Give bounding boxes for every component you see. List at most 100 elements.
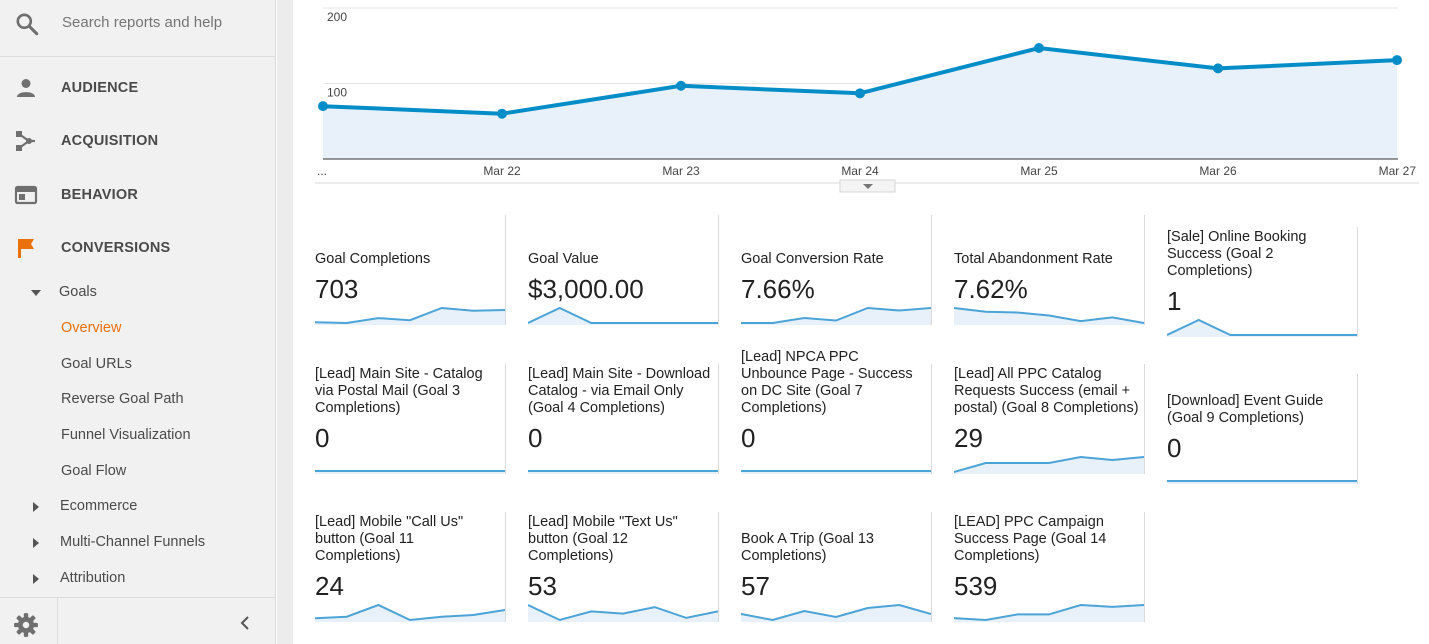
data-point[interactable] [1034,43,1044,54]
scorecard[interactable]: [Lead] Main Site - Download Catalog - vi… [506,364,719,474]
goal-item-overview[interactable]: Overview [0,314,276,344]
gear-icon[interactable] [13,612,39,638]
scorecard-divider [1357,227,1358,337]
goal-item-goal-urls[interactable]: Goal URLs [0,350,276,380]
x-tick-label: Mar 27 [1379,164,1417,178]
scorecard-value: 0 [528,423,543,453]
sparkline [315,470,505,474]
search-input[interactable]: Search reports and help [62,14,223,31]
scorecard-value: 53 [528,571,557,601]
sparkline-line [741,603,931,622]
sparkline-line [954,603,1144,622]
scorecard-value: 1 [1167,286,1182,316]
section-multi-channel-funnels[interactable]: Multi-Channel Funnels [0,528,276,558]
scorecard-title: [Lead] Mobile "Call Us" button (Goal 11 … [315,514,464,564]
goal-item-reverse-goal-path[interactable]: Reverse Goal Path [0,385,276,415]
chart-resize-handle[interactable] [839,179,896,193]
sparkline-line [528,604,718,622]
nav-conversions[interactable]: CONVERSIONS [0,230,276,266]
scorecard-divider [505,215,506,325]
scorecard[interactable]: [LEAD] PPC Campaign Success Page (Goal 1… [932,512,1145,622]
search-bar[interactable]: Search reports and help [0,0,276,57]
scorecard-value: 703 [315,274,359,304]
nav-label: ACQUISITION [61,133,159,149]
sidebar-footer [0,597,276,644]
scorecard-title: [LEAD] PPC Campaign Success Page (Goal 1… [954,514,1107,564]
scorecard-value: 0 [315,423,330,453]
sparkline [528,604,718,622]
goals-label: Goals [59,284,97,300]
scorecard-value: 29 [954,423,983,453]
scorecard-value: 24 [315,571,344,601]
section-attribution[interactable]: Attribution [0,564,276,594]
sparkline-area [528,308,718,325]
nav-label: CONVERSIONS [61,240,171,256]
scorecard-divider [931,215,932,325]
scorecard[interactable]: [Lead] NPCA PPC Unbounce Page - Success … [719,349,932,474]
goal-item-label: Goal Flow [61,463,127,479]
data-point[interactable] [676,80,686,91]
section-label: Multi-Channel Funnels [60,534,206,550]
scorecard-title: Total Abandonment Rate [954,251,1113,267]
nav-label: AUDIENCE [61,80,139,96]
section-ecommerce[interactable]: Ecommerce [0,492,276,522]
y-tick-label: 200 [327,10,347,24]
scorecard[interactable]: [Sale] Online Booking Success (Goal 2 Co… [1145,227,1358,337]
x-tick-label: Mar 23 [662,164,700,178]
data-point[interactable] [1392,55,1402,66]
goals-section[interactable]: Goals [0,278,276,308]
behavior-icon [14,185,38,205]
data-point[interactable] [1213,63,1223,74]
sparkline [954,455,1144,474]
data-point[interactable] [318,101,328,112]
goal-item-funnel-visualization[interactable]: Funnel Visualization [0,421,276,451]
sparkline [1167,318,1357,337]
x-tick-label: ... [317,164,327,178]
data-point[interactable] [855,88,865,99]
y-tick-label: 100 [327,86,347,100]
section-label: Ecommerce [60,498,138,514]
scorecard[interactable]: Book A Trip (Goal 13 Completions) 57 [719,512,932,622]
scorecard[interactable]: Total Abandonment Rate 7.62% [932,215,1145,325]
scorecard-title: Book A Trip (Goal 13 Completions) [741,531,874,564]
chevron-left-icon[interactable] [236,614,254,632]
scorecard-title: [Lead] All PPC Catalog Requests Success … [954,366,1139,416]
scorecard[interactable]: [Lead] Mobile "Text Us" button (Goal 12 … [506,512,719,622]
scorecard-divider [505,364,506,474]
sparkline-line [528,306,718,324]
scorecard-title: [Lead] Mobile "Text Us" button (Goal 12 … [528,514,678,564]
scorecard-title: [Sale] Online Booking Success (Goal 2 Co… [1167,229,1307,279]
scorecard-divider [718,215,719,325]
scorecard-value: 7.62% [954,274,1028,304]
search-icon[interactable] [14,11,40,37]
scorecard-divider [718,364,719,474]
sparkline [741,306,931,325]
scorecard[interactable]: Goal Conversion Rate 7.66% [719,215,932,325]
triangle-right-icon [33,574,39,584]
sparkline [741,470,931,474]
nav-audience[interactable]: AUDIENCE [0,70,276,106]
triangle-right-icon [33,502,39,512]
scorecard[interactable]: Goal Value $3,000.00 [506,215,719,325]
sparkline [528,470,718,474]
scorecard-value: 0 [741,423,756,453]
sparkline-area [1167,320,1357,337]
divider [57,598,58,644]
scorecard[interactable]: [Lead] Main Site - Catalog via Postal Ma… [293,364,506,474]
sparkline [741,603,931,622]
nav-acquisition[interactable]: ACQUISITION [0,123,276,159]
sidebar-gutter [277,0,293,644]
scorecard[interactable]: [Download] Event Guide (Goal 9 Completio… [1145,374,1358,484]
data-point[interactable] [497,108,507,119]
scorecard-divider [931,364,932,474]
nav-behavior[interactable]: BEHAVIOR [0,177,276,213]
goal-item-label: Funnel Visualization [61,427,191,443]
sparkline-area [315,605,505,622]
scorecard[interactable]: [Lead] All PPC Catalog Requests Success … [932,364,1145,474]
triangle-right-icon [33,538,39,548]
sparkline [1167,480,1357,484]
scorecard[interactable]: [Lead] Mobile "Call Us" button (Goal 11 … [293,512,506,622]
goal-item-goal-flow[interactable]: Goal Flow [0,457,276,487]
scorecard[interactable]: Goal Completions 703 [293,215,506,325]
scorecard-value: 0 [1167,433,1182,463]
